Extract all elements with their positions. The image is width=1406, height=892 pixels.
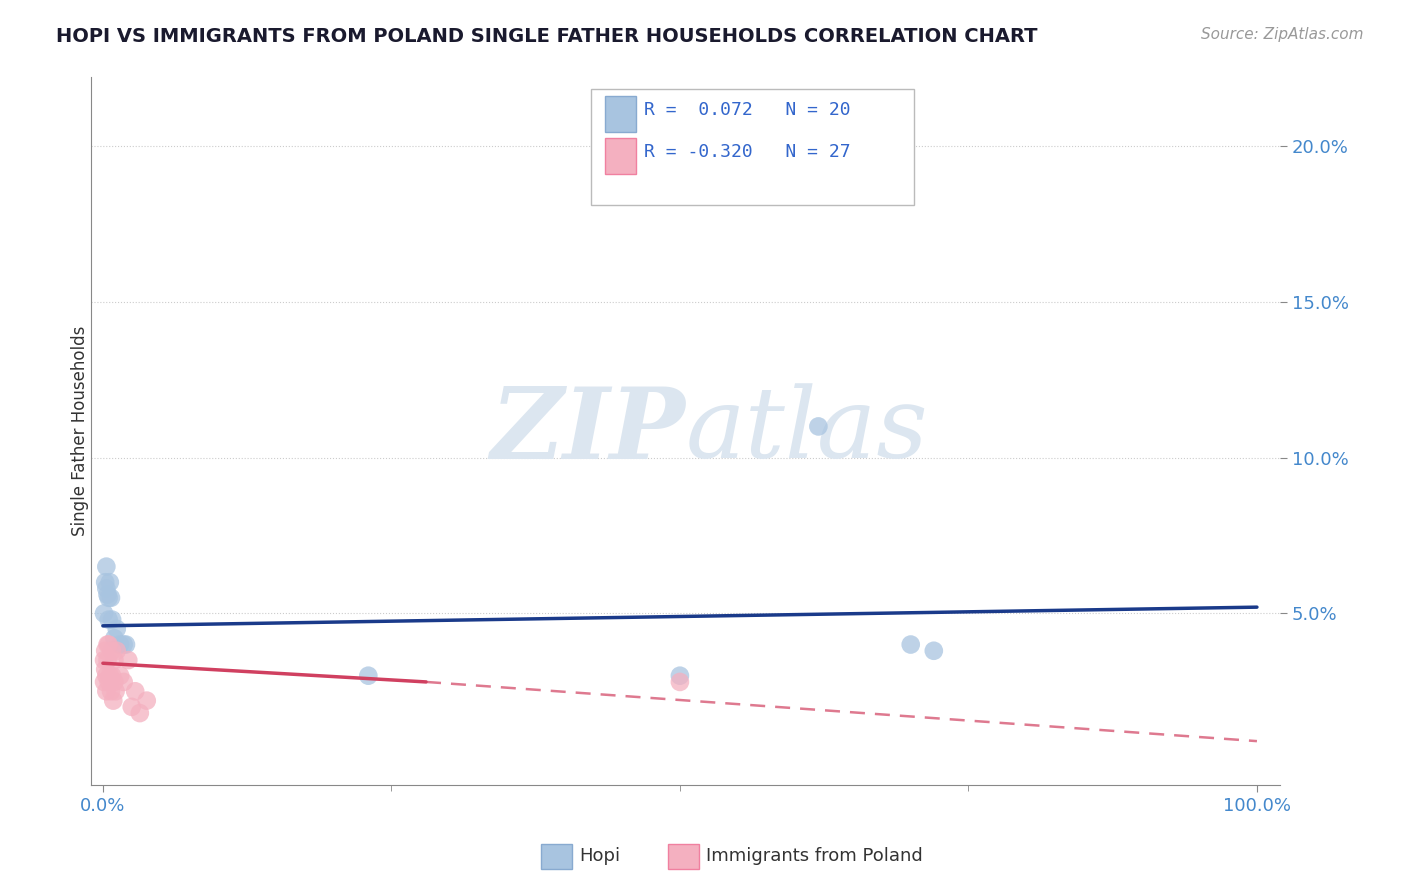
Point — [96, 582, 118, 596]
Point — [101, 613, 124, 627]
Point — [101, 644, 124, 658]
Text: Hopi: Hopi — [579, 847, 620, 865]
Point — [94, 644, 117, 658]
Point — [128, 706, 150, 720]
Point — [357, 669, 380, 683]
Point — [103, 693, 125, 707]
Point — [115, 638, 138, 652]
Point — [93, 674, 115, 689]
Point — [97, 591, 120, 605]
Point — [103, 653, 125, 667]
Point — [108, 669, 131, 683]
Point — [97, 638, 120, 652]
Text: Source: ZipAtlas.com: Source: ZipAtlas.com — [1201, 27, 1364, 42]
Text: ZIP: ZIP — [491, 383, 686, 479]
Point — [101, 669, 124, 683]
Y-axis label: Single Father Households: Single Father Households — [72, 326, 89, 536]
Point — [807, 419, 830, 434]
Point — [96, 669, 118, 683]
Point — [94, 663, 117, 677]
Point — [900, 638, 922, 652]
Point — [105, 622, 128, 636]
Text: atlas: atlas — [686, 384, 928, 479]
Point — [96, 684, 118, 698]
Point — [97, 674, 120, 689]
Point — [669, 674, 692, 689]
Text: HOPI VS IMMIGRANTS FROM POLAND SINGLE FATHER HOUSEHOLDS CORRELATION CHART: HOPI VS IMMIGRANTS FROM POLAND SINGLE FA… — [56, 27, 1038, 45]
Point — [100, 591, 122, 605]
Point — [135, 693, 157, 707]
Point — [121, 699, 143, 714]
Point — [94, 575, 117, 590]
Text: Immigrants from Poland: Immigrants from Poland — [706, 847, 922, 865]
Point — [124, 684, 146, 698]
Point — [93, 653, 115, 667]
Point — [103, 632, 125, 646]
Point — [103, 674, 125, 689]
Point — [93, 607, 115, 621]
Point — [112, 674, 135, 689]
Point — [104, 684, 127, 698]
Point — [96, 559, 118, 574]
Point — [97, 613, 120, 627]
Point — [922, 644, 945, 658]
Point — [112, 638, 135, 652]
Text: R = -0.320   N = 27: R = -0.320 N = 27 — [644, 143, 851, 161]
Point — [98, 669, 121, 683]
Point — [96, 588, 118, 602]
Point — [669, 669, 692, 683]
Point — [100, 684, 122, 698]
Point — [117, 653, 139, 667]
Point — [96, 638, 118, 652]
Point — [105, 644, 128, 658]
Point — [108, 638, 131, 652]
Point — [98, 575, 121, 590]
Point — [96, 653, 118, 667]
Text: R =  0.072   N = 20: R = 0.072 N = 20 — [644, 101, 851, 119]
